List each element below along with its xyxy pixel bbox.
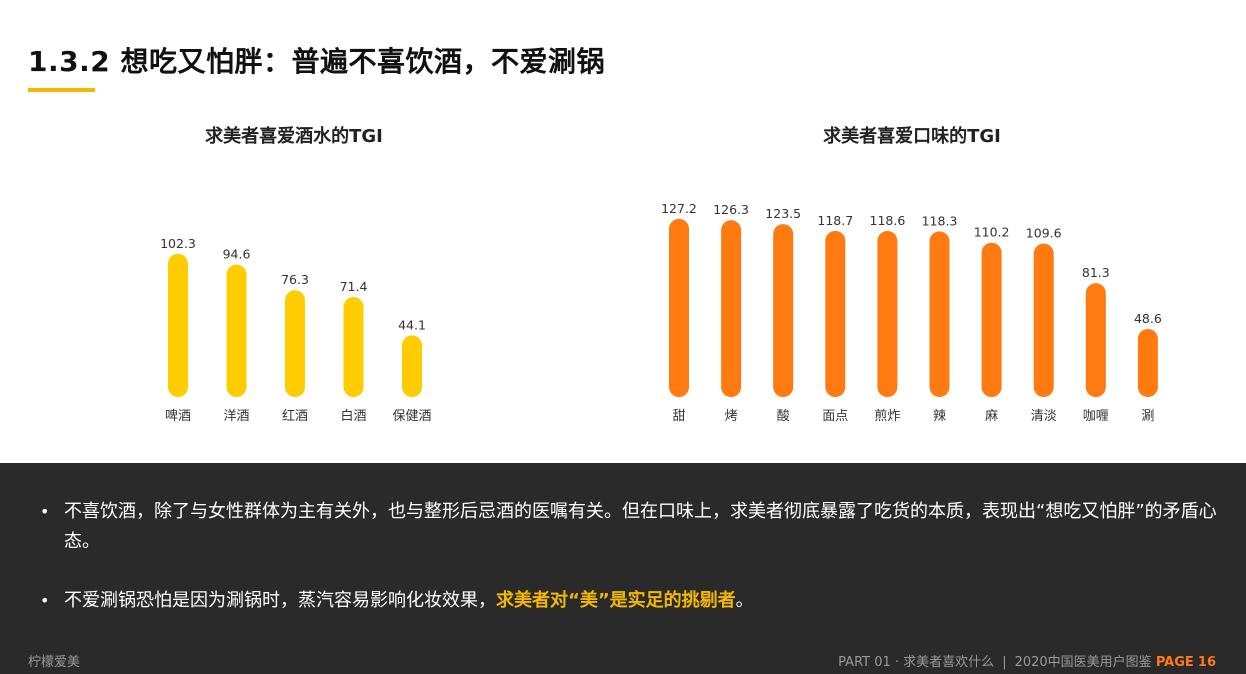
bar-drinks-4: [402, 335, 422, 397]
bar-flavors-8: [1085, 283, 1106, 397]
category-label-flavors-0: 甜: [672, 408, 685, 424]
category-label-flavors-8: 咖喱: [1083, 409, 1109, 424]
bar-drinks-3: [343, 297, 364, 397]
footer-separator: |: [1002, 655, 1007, 670]
bullet-text: 不喜饮酒，除了与女性群体为主有关外，也与整形后忌酒的医嘱有关。但在口味上，求美者…: [64, 501, 1217, 552]
footer-report: 2020中国医美用户图鉴: [1014, 655, 1152, 670]
footer-part: PART 01 · 求美者喜欢什么: [838, 655, 995, 670]
bullet-text-end: 。: [735, 590, 754, 611]
title-underline: [28, 88, 95, 92]
category-label-flavors-3: 面点: [822, 409, 848, 424]
bar-drinks-0: [168, 253, 188, 397]
bar-flavors-7: [1033, 243, 1054, 397]
bar-flavors-9: [1137, 328, 1158, 397]
bar-flavors-6: [981, 242, 1002, 397]
value-label-flavors-2: 123.5: [765, 206, 801, 221]
value-label-flavors-9: 48.6: [1134, 311, 1162, 326]
brand-name: 柠檬爱美: [28, 655, 81, 670]
category-label-flavors-9: 涮: [1141, 409, 1154, 424]
category-label-drinks-4: 保健酒: [392, 409, 431, 424]
bar-flavors-5: [929, 231, 950, 397]
category-label-flavors-6: 麻: [985, 409, 998, 424]
category-label-flavors-5: 辣: [933, 409, 946, 424]
category-label-flavors-7: 清淡: [1031, 409, 1057, 424]
category-label-drinks-3: 白酒: [340, 408, 366, 424]
value-label-flavors-3: 118.7: [817, 213, 853, 228]
bar-flavors-3: [825, 230, 846, 397]
bullet-text-plain: 不爱涮锅恐怕是因为涮锅时，蒸汽容易影响化妆效果，: [64, 590, 496, 611]
chart-title-drinks: 求美者喜爱酒水的TGI: [205, 126, 383, 147]
bar-flavors-0: [669, 218, 689, 397]
bullet-text: 不爱涮锅恐怕是因为涮锅时，蒸汽容易影响化妆效果，求美者对“美”是实足的挑剔者。: [64, 586, 1220, 616]
page-label: PAGE: [1155, 655, 1194, 670]
insight-panel: [0, 463, 1246, 674]
category-label-flavors-1: 烤: [725, 409, 738, 424]
insight-bullet-2: • 不爱涮锅恐怕是因为涮锅时，蒸汽容易影响化妆效果，求美者对“美”是实足的挑剔者…: [40, 586, 1220, 616]
chart-title-flavors: 求美者喜爱口味的TGI: [823, 126, 1001, 147]
category-label-flavors-2: 酸: [777, 409, 790, 424]
category-label-drinks-0: 啤酒: [165, 409, 191, 424]
bar-flavors-4: [877, 230, 898, 397]
value-label-drinks-4: 44.1: [398, 317, 426, 332]
bar-drinks-1: [226, 264, 247, 397]
bar-flavors-1: [721, 220, 742, 397]
bullet-dot: •: [40, 591, 50, 610]
page-number: 16: [1197, 655, 1216, 670]
value-label-drinks-2: 76.3: [281, 272, 309, 287]
value-label-drinks-1: 94.6: [223, 247, 251, 262]
page-title: 1.3.2 想吃又怕胖：普遍不喜饮酒，不爱涮锅: [28, 45, 605, 78]
value-label-flavors-8: 81.3: [1082, 265, 1110, 280]
footer-info: PART 01 · 求美者喜欢什么 | 2020中国医美用户图鉴 PAGE 16: [838, 651, 1216, 670]
insight-bullet-1: • 不喜饮酒，除了与女性群体为主有关外，也与整形后忌酒的医嘱有关。但在口味上，求…: [40, 497, 1220, 557]
value-label-drinks-3: 71.4: [340, 279, 368, 294]
bar-drinks-2: [285, 290, 305, 397]
value-label-flavors-1: 126.3: [713, 202, 749, 217]
category-label-flavors-4: 煎炸: [874, 408, 900, 424]
value-label-flavors-7: 109.6: [1026, 226, 1062, 241]
bullet-text-highlight: 求美者对“美”是实足的挑剔者: [496, 590, 736, 611]
value-label-flavors-5: 118.3: [922, 213, 958, 228]
category-label-drinks-1: 洋酒: [223, 409, 249, 424]
value-label-flavors-4: 118.6: [870, 213, 906, 228]
bullet-dot: •: [40, 502, 50, 521]
bar-flavors-2: [773, 224, 794, 397]
tgi-bar-charts: 102.3 啤酒 94.6 洋酒 76.3 红酒 71.4 白酒 44.1 保健酒 127.2 甜 12…: [160, 201, 1162, 424]
value-label-flavors-0: 127.2: [661, 201, 697, 216]
value-label-flavors-6: 110.2: [974, 225, 1010, 240]
value-label-drinks-0: 102.3: [160, 236, 196, 251]
category-label-drinks-2: 红酒: [282, 408, 308, 424]
